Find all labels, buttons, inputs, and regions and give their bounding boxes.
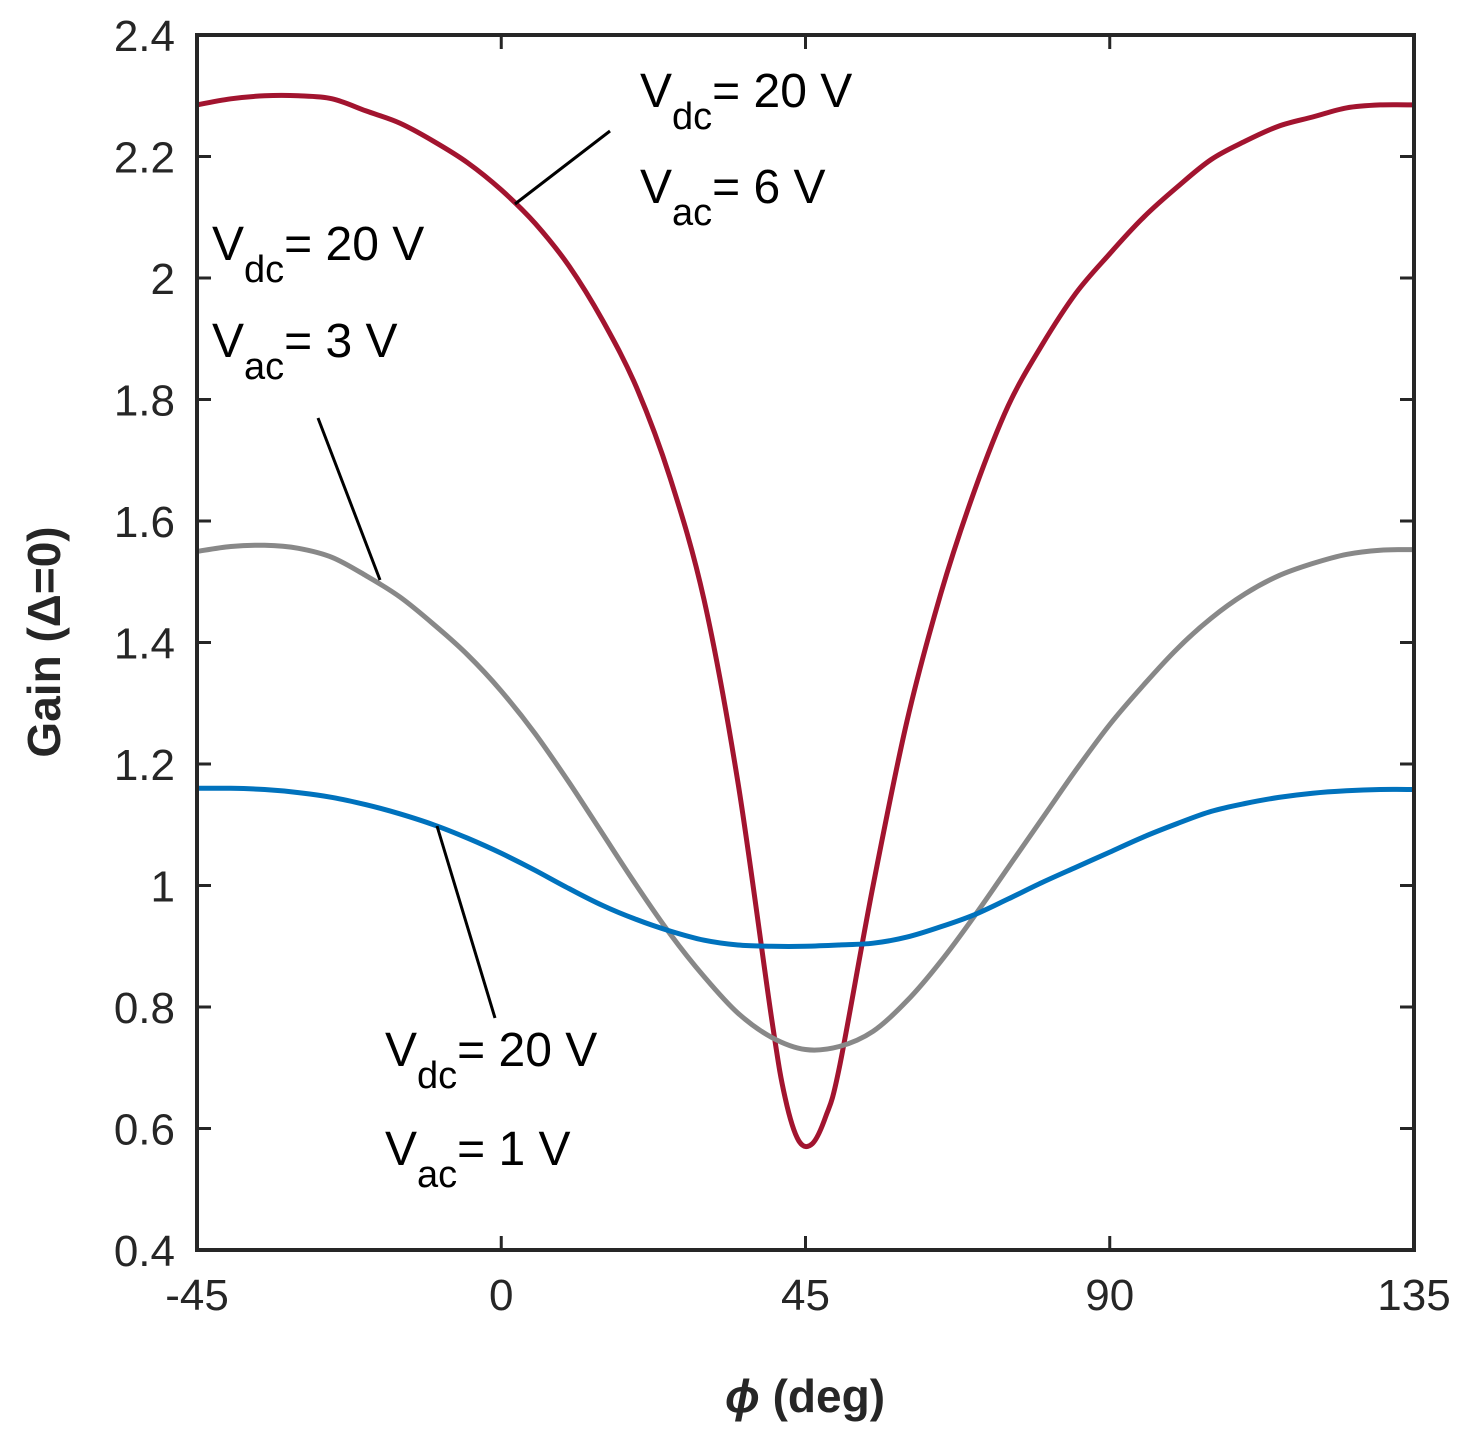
annotation-gray-vac: Vac= 3 V [212,315,398,388]
x-tick-label: -45 [165,1271,229,1320]
annotation-blue-vac: Vac= 1 V [385,1123,571,1196]
y-tick-label: 1.8 [114,377,175,426]
leader-line-blue [435,825,497,1019]
x-tick-label: 45 [781,1271,830,1320]
series-line-3 [196,785,1415,949]
y-tick-label: 2 [151,255,175,304]
x-axis-label: ϕ (deg) [725,1370,885,1422]
y-tick-label: 1.6 [114,498,175,547]
series-line-2 [196,542,1415,1053]
leader-line-red [514,129,611,206]
y-ticks: 0.4 0.6 0.8 1 1.2 1.4 1.6 1.8 2 2.2 2.4 [114,12,1414,1276]
y-tick-label: 0.6 [114,1106,175,1155]
series-layer [196,92,1415,1150]
y-tick-label: 0.4 [114,1227,175,1276]
annotation-blue-vdc: Vdc= 20 V [385,1024,597,1097]
series-line-1 [196,92,1415,1150]
x-ticks: -45 0 45 90 135 [165,35,1451,1320]
y-tick-label: 1.4 [114,620,175,669]
y-tick-label: 0.8 [114,984,175,1033]
x-tick-label: 0 [489,1271,513,1320]
y-tick-label: 1 [151,863,175,912]
x-tick-label: 135 [1377,1271,1450,1320]
annotation-gray-vdc: Vdc= 20 V [212,218,424,291]
y-tick-label: 2.4 [114,12,175,61]
y-tick-label: 2.2 [114,134,175,183]
y-tick-label: 1.2 [114,741,175,790]
annotation-red-vdc: Vdc= 20 V [640,65,852,138]
x-tick-label: 90 [1085,1271,1134,1320]
annotation-red-vac: Vac= 6 V [640,161,826,234]
y-axis-label: Gain (Δ=0) [18,526,70,757]
leader-line-gray [316,417,382,581]
